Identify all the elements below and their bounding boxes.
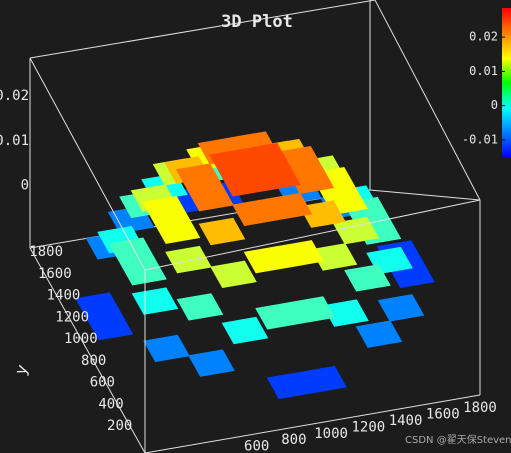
- colorbar-tick-label: 0.02: [469, 30, 498, 44]
- surface-cell: [143, 334, 190, 363]
- y-tick-label: 200: [107, 418, 132, 434]
- surface-cell: [221, 316, 269, 345]
- surface-cell: [176, 293, 224, 321]
- surface-cell: [255, 302, 302, 330]
- z-tick-label: 0.02: [0, 88, 29, 104]
- y-tick-label: 1000: [64, 331, 98, 347]
- y-tick-label: 800: [81, 353, 106, 369]
- surface-cell: [86, 312, 134, 341]
- surface-cell: [377, 294, 425, 322]
- colorbar-tick-label: -0.01: [462, 132, 498, 146]
- surface-cell: [165, 245, 212, 274]
- y-tick-label: 1200: [55, 309, 89, 325]
- surface-cell: [187, 183, 234, 212]
- colorbar-tick-label: 0.01: [469, 64, 498, 78]
- z-tick-label: 0.01: [0, 133, 29, 149]
- surface-cell: [220, 169, 268, 197]
- surface-cell: [210, 260, 257, 289]
- x-tick-label: 1200: [351, 419, 385, 435]
- surface-cell: [344, 264, 391, 292]
- y-tick-label: 600: [90, 375, 115, 391]
- y-tick-label: 1800: [29, 244, 63, 260]
- surface: [75, 131, 435, 400]
- surface-cell: [120, 258, 167, 286]
- surface-cell: [131, 287, 179, 315]
- x-tick-label: 800: [281, 432, 306, 448]
- x-tick-label: 1600: [426, 406, 460, 422]
- x-tick-label: 1000: [314, 426, 348, 442]
- surface-cell: [266, 371, 314, 400]
- z-tick-label: 0: [21, 178, 29, 194]
- x-tick-label: 1800: [463, 400, 497, 416]
- surface-cell: [232, 198, 279, 227]
- surface-cell: [355, 320, 403, 348]
- y-tick-label: 1400: [47, 288, 81, 304]
- x-tick-label: 600: [244, 439, 269, 453]
- y-tick-label: 400: [98, 396, 123, 412]
- surface-cell: [243, 245, 291, 274]
- watermark: CSDN @翟天保Steven: [405, 433, 511, 446]
- box-front: [29, 0, 481, 453]
- surface-cell: [198, 217, 246, 246]
- surface-cell: [153, 216, 201, 244]
- surface-cell: [188, 349, 235, 377]
- chart-title: 3D Plot: [221, 12, 293, 32]
- y-tick-label: 1600: [38, 266, 72, 282]
- x-tick-label: 1400: [389, 413, 423, 429]
- colorbar-tick-label: 0: [491, 98, 498, 112]
- colorbar: [502, 8, 511, 157]
